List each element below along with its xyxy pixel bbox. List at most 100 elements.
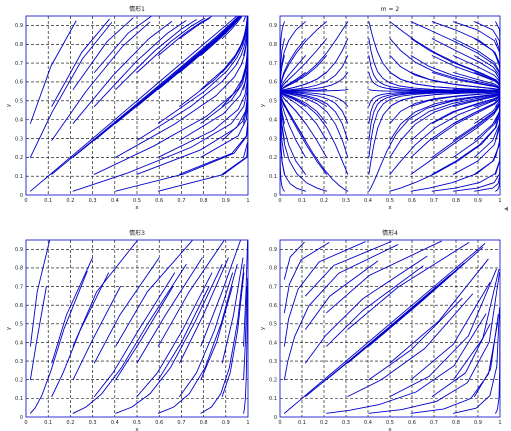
trajectory-line: [452, 307, 500, 414]
x-tick-label: 0.6: [155, 198, 163, 204]
trajectory-line: [283, 241, 366, 347]
x-tick-label: 0.3: [342, 420, 350, 426]
trajectory-line: [157, 286, 210, 381]
x-tick-label: 0.1: [44, 198, 52, 204]
x-tick-label: 0.6: [408, 420, 416, 426]
trajectory-line: [29, 16, 238, 192]
x-tick-label: 0.9: [222, 420, 230, 426]
x-tick-label: 0.2: [320, 420, 328, 426]
trajectory-line: [72, 286, 121, 381]
y-axis-label: y: [260, 103, 266, 107]
x-tick-label: 0.4: [364, 420, 372, 426]
x-tick-label: 0.5: [133, 198, 141, 204]
trajectory-line: [51, 21, 151, 141]
y-tick-label: 0.9: [269, 247, 277, 253]
trajectory-line: [283, 241, 305, 280]
y-tick-label: 0.6: [269, 80, 277, 86]
y-tick-label: 0.2: [15, 155, 23, 161]
y-tick-label: 0.5: [269, 322, 277, 328]
x-tick-label: 0.1: [298, 420, 306, 426]
y-tick-label: 0.5: [15, 99, 23, 105]
trajectory-line: [51, 257, 93, 364]
trajectory-line: [305, 260, 379, 330]
trajectory-line: [51, 272, 109, 397]
x-tick-label: 1: [246, 198, 249, 204]
y-tick-label: 0.3: [15, 136, 23, 142]
trajectory-line: [115, 286, 174, 381]
x-tick-label: 0: [24, 198, 27, 204]
x-tick-label: 0.3: [89, 420, 97, 426]
trajectory-line: [243, 16, 246, 23]
x-tick-label: 0.6: [408, 198, 416, 204]
trajectory-line: [389, 268, 497, 397]
plot-frame: [25, 15, 249, 196]
trajectory-line: [243, 286, 248, 381]
x-axis-label: x: [135, 205, 139, 211]
x-tick-label: 0.8: [200, 420, 208, 426]
trajectory-line: [136, 17, 205, 73]
y-tick-label: 0.9: [269, 23, 277, 29]
y-tick-label: 0.1: [15, 174, 23, 180]
y-tick-label: 0.3: [269, 136, 277, 142]
y-tick-label: 0.7: [15, 61, 23, 67]
y-tick-label: 0.7: [269, 284, 277, 290]
y-tick-label: 0.4: [15, 340, 23, 346]
trajectory-line: [136, 257, 203, 364]
x-tick-label: 0.2: [66, 420, 74, 426]
trajectory-line: [305, 255, 428, 364]
x-tick-label: 0.8: [452, 198, 460, 204]
x-tick-label: 0.9: [474, 198, 482, 204]
x-axis-label: x: [135, 427, 139, 431]
chart-panel-1: 0 0.1 0.2 0.3 0.4 0.5 0.6 0.7 0.8 0.9 1 0 0.1 0.2 0.3 0…: [6, 5, 250, 211]
x-tick-label: 0.2: [320, 198, 328, 204]
y-tick-label: 0: [274, 415, 277, 421]
trajectory-line: [72, 21, 173, 124]
y-tick-label: 0.2: [269, 155, 277, 161]
y-tick-label: 0.3: [269, 359, 277, 365]
trajectory-line: [280, 91, 328, 192]
trajectory-line: [347, 242, 470, 330]
x-tick-label: 0.9: [222, 198, 230, 204]
y-tick-label: 0.9: [15, 23, 23, 29]
y-tick-label: 0.5: [269, 99, 277, 105]
x-tick-label: 1: [246, 420, 249, 426]
trajectory-line: [347, 276, 450, 364]
trajectory-line: [115, 19, 197, 90]
x-tick-label: 0: [278, 198, 281, 204]
x-tick-label: 0.4: [364, 198, 372, 204]
trajectory-line: [51, 16, 239, 175]
chart-panel-2: 0 0.1 0.2 0.3 0.4 0.5 0.6 0.7 0.8 0.9 1 0 0.1 0.2 0.3 0…: [260, 6, 502, 211]
x-tick-label: 1: [498, 420, 501, 426]
trajectory-line: [200, 286, 233, 381]
x-tick-label: 0.7: [177, 198, 185, 204]
trajectory-line: [72, 17, 134, 90]
trajectory-line: [326, 313, 487, 414]
trajectory-line: [51, 18, 110, 107]
chart-title: 情形3: [129, 229, 145, 237]
trajectory-line: [326, 265, 424, 347]
trajectory-line: [283, 243, 486, 414]
x-tick-label: 0.1: [298, 198, 306, 204]
y-tick-label: 0.8: [269, 266, 277, 272]
trajectory-line: [221, 272, 245, 397]
trajectory-line: [93, 20, 187, 107]
y-tick-label: 0.8: [269, 42, 277, 48]
trajectory-line: [474, 313, 499, 397]
trajectory-line: [221, 16, 248, 73]
y-axis-label: y: [6, 103, 12, 107]
x-tick-label: 0.7: [430, 420, 438, 426]
trajectory-line: [29, 20, 77, 124]
trajectory-line: [115, 240, 193, 347]
trajectory-line: [179, 272, 234, 397]
resize-handle-icon[interactable]: ◂: [504, 204, 508, 213]
trajectory-line: [157, 240, 225, 347]
y-tick-label: 0.9: [15, 247, 23, 253]
y-tick-label: 0.4: [269, 340, 277, 346]
chart-title: m = 2: [381, 6, 400, 13]
trajectory-line: [29, 286, 47, 381]
y-tick-label: 0.1: [269, 396, 277, 402]
chart-title: 情形4: [382, 229, 398, 237]
trajectory-line: [93, 257, 160, 364]
trajectory-line: [410, 282, 491, 381]
